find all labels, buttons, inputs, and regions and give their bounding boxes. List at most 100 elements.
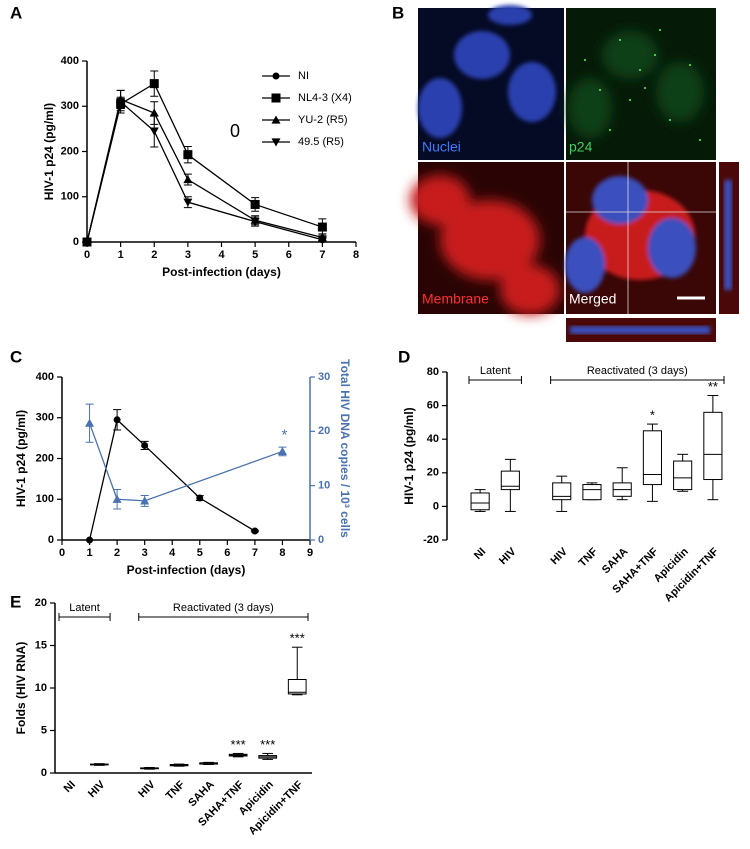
nuclei-shapes [418, 5, 556, 138]
y-tick-label: 80 [427, 366, 439, 378]
x-tick-label: 1 [118, 249, 124, 261]
x-tick-label: NI [472, 546, 488, 562]
legend-label: NL4-3 (X4) [298, 92, 352, 104]
marker [149, 108, 159, 117]
y-tick-label: 200 [61, 145, 79, 157]
x-tick-label: 3 [185, 249, 191, 261]
x-axis-label: Post-infection (days) [127, 563, 246, 577]
membrane-shapes [410, 175, 560, 315]
marker [183, 150, 193, 160]
y-axis-label: HIV-1 p24 (pg/ml) [402, 407, 416, 504]
y-tick-label: -20 [423, 534, 439, 546]
group-label: Reactivated (3 days) [173, 602, 274, 614]
marker [277, 446, 287, 456]
panel-label: B [392, 3, 404, 22]
x-tick-label: HIV [497, 545, 519, 567]
group-label: Reactivated (3 days) [587, 365, 688, 377]
marker [141, 441, 149, 449]
marker [140, 496, 150, 505]
marker [271, 93, 281, 103]
box [673, 460, 693, 491]
significance: *** [290, 631, 305, 646]
bottom-projection-nuclei [570, 326, 710, 334]
marker [85, 418, 95, 427]
y2-tick-label: 0 [318, 534, 324, 546]
significance: ** [708, 379, 718, 394]
marker [251, 527, 259, 535]
box [642, 430, 662, 486]
caption: p24 [569, 139, 593, 155]
x-tick-label: HIV [136, 778, 158, 800]
p24-dots [584, 29, 701, 141]
y-axis-label: Folds (HIV RNA) [14, 642, 28, 735]
x-tick-label: 2 [151, 249, 157, 261]
p24-shapes [568, 31, 704, 138]
marker [250, 218, 260, 227]
x-tick-label: 8 [353, 249, 359, 261]
significance: * [650, 408, 655, 423]
legend-label: YU-2 (R5) [298, 114, 348, 126]
y-tick-label: 100 [61, 191, 79, 203]
marker [112, 494, 122, 503]
group-label: Latent [69, 602, 100, 614]
marker [317, 222, 327, 232]
y-tick-label: 60 [427, 400, 439, 412]
y-tick-label: 400 [36, 371, 54, 383]
x-tick-label: 6 [224, 547, 230, 559]
y-tick-label: 20 [427, 467, 439, 479]
marker [149, 127, 159, 136]
marker [272, 72, 280, 80]
box [582, 484, 602, 501]
y-tick-label: 40 [427, 433, 439, 445]
y-tick-label: 0 [433, 500, 439, 512]
x-tick-label: 8 [279, 547, 285, 559]
legend-label: NI [298, 70, 309, 82]
x-tick-label: 5 [252, 249, 258, 261]
y2-tick-label: 20 [318, 425, 330, 437]
x-tick-label: 4 [218, 249, 225, 261]
image-panel: B Nuclei p24 [392, 3, 739, 342]
x-tick-label: 2 [114, 547, 120, 559]
y-axis-label: HIV-1 p24 (pg/ml) [42, 103, 56, 200]
series-line [88, 418, 256, 541]
x-tick-label: 5 [197, 547, 203, 559]
group-bracket [550, 376, 725, 384]
x-tick-label: HIV [86, 778, 108, 800]
annotation: 0 [230, 121, 240, 141]
panel-label: A [10, 3, 22, 22]
x-tick-label: 4 [169, 547, 176, 559]
y2-tick-label: 10 [318, 480, 330, 492]
marker [183, 198, 193, 207]
marker [86, 536, 94, 544]
panel-label: D [398, 347, 410, 366]
group-bracket [138, 613, 309, 621]
y2-tick-label: 30 [318, 371, 330, 383]
box [500, 470, 520, 491]
y-tick-label: 400 [61, 55, 79, 67]
annotation: * [282, 426, 288, 443]
side-projection-nuclei [724, 180, 732, 290]
y-tick-label: 15 [35, 639, 47, 651]
series-line [87, 104, 322, 242]
marker [113, 416, 121, 424]
x-tick-label: TNF [577, 545, 601, 569]
y-tick-label: 300 [61, 100, 79, 112]
box [552, 482, 572, 501]
y-tick-label: 5 [41, 724, 47, 736]
marker [149, 79, 159, 89]
marker [317, 236, 327, 245]
series-line [86, 100, 323, 243]
x-axis-label: Post-infection (days) [162, 265, 281, 279]
x-tick-label: HIV [548, 545, 570, 567]
group-label: Latent [480, 365, 511, 377]
series-line [88, 422, 283, 502]
y-tick-label: 0 [41, 767, 47, 779]
x-tick-label: 9 [307, 547, 313, 559]
x-tick-label: Apicidin+TNF [662, 545, 721, 604]
y-tick-label: 200 [36, 452, 54, 464]
caption: Membrane [422, 291, 489, 307]
x-tick-label: 7 [252, 547, 258, 559]
legend-label: 49.5 (R5) [298, 136, 344, 148]
group-bracket [468, 376, 522, 384]
